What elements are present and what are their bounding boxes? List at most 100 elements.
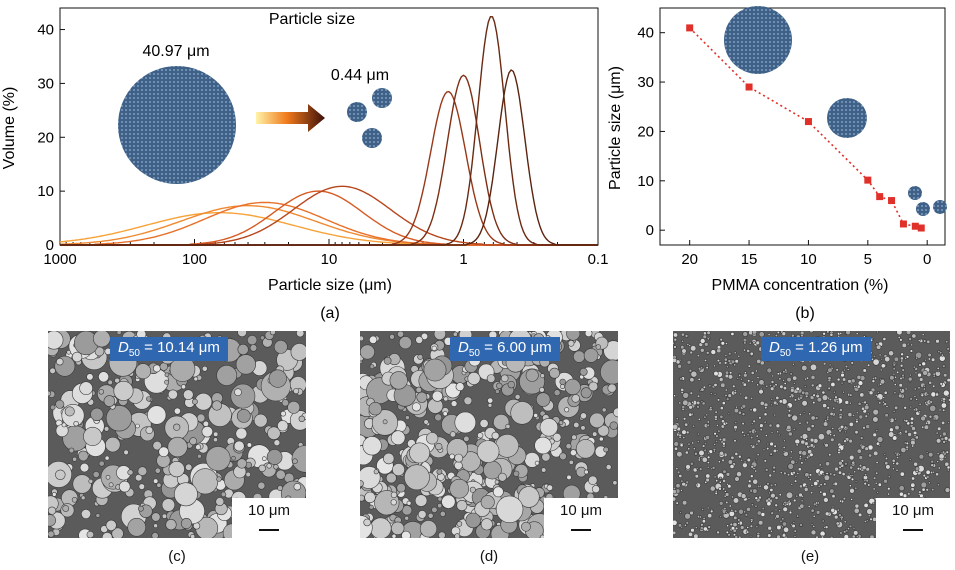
- sem-grain: [773, 483, 777, 487]
- sem-grain: [923, 424, 929, 430]
- sem-grain: [291, 445, 306, 473]
- sem-grain: [839, 531, 843, 535]
- sem-grain: [872, 416, 879, 423]
- sem-grain: [740, 458, 743, 462]
- sem-grain: [697, 456, 701, 460]
- sem-grain: [928, 380, 933, 385]
- sem-grain: [741, 430, 745, 434]
- sem-grain: [713, 393, 717, 396]
- sem-grain: [928, 451, 934, 458]
- sem-grain: [727, 484, 732, 489]
- sem-grain: [838, 470, 843, 475]
- sem-grain: [875, 471, 879, 475]
- sem-grain: [495, 495, 524, 524]
- sem-grain: [48, 506, 57, 515]
- sem-grain: [863, 481, 867, 486]
- sem-grain: [705, 365, 709, 370]
- sem-grain: [900, 352, 904, 357]
- sem-grain: [904, 357, 908, 360]
- sem-grain: [273, 439, 281, 446]
- sem-grain: [939, 382, 943, 386]
- sem-grain: [454, 533, 461, 538]
- sem-grain: [705, 413, 709, 417]
- sem-grain: [847, 527, 850, 531]
- sem-grain: [191, 398, 198, 405]
- sem-grain: [694, 452, 698, 456]
- sem-grain: [362, 436, 382, 456]
- sem-grain: [798, 492, 803, 498]
- sem-grain: [732, 522, 738, 528]
- sem-grain: [766, 482, 770, 486]
- sem-grain: [463, 435, 470, 442]
- sem-grain: [906, 342, 910, 346]
- sem-grain: [55, 469, 66, 481]
- sem-grain: [795, 461, 798, 464]
- sem-grain: [190, 534, 196, 538]
- sem-grain: [855, 418, 859, 421]
- sem-grain: [700, 366, 704, 370]
- sem-grain: [872, 432, 877, 438]
- sem-grain: [852, 527, 856, 530]
- sem-grain: [754, 430, 758, 434]
- sem-grain: [231, 455, 236, 461]
- series-line: [60, 190, 598, 246]
- sem-grain: [774, 495, 779, 500]
- sem-grain: [880, 357, 883, 361]
- sem-grain: [697, 432, 701, 436]
- sem-grain: [719, 337, 723, 342]
- sem-grain: [922, 370, 928, 376]
- sem-grain: [795, 443, 799, 447]
- sem-grain: [822, 362, 827, 366]
- sem-grain: [767, 497, 771, 501]
- sem-grain: [904, 387, 908, 391]
- sem-grain: [803, 487, 809, 492]
- sem-grain: [754, 496, 759, 500]
- sem-grain: [866, 412, 870, 416]
- sem-grain: [98, 460, 105, 467]
- sem-grain: [766, 501, 772, 507]
- sem-grain: [783, 439, 786, 443]
- sem-grain: [917, 372, 922, 378]
- sem-grain: [891, 458, 896, 463]
- sem-grain: [840, 381, 844, 385]
- sem-grain: [397, 331, 405, 338]
- sem-grain: [750, 422, 754, 426]
- sem-grain: [942, 431, 947, 437]
- sem-grain: [944, 461, 950, 467]
- sem-grain: [266, 449, 283, 465]
- sem-grain: [840, 372, 845, 378]
- sem-grain: [775, 423, 781, 429]
- sem-grain: [738, 535, 742, 538]
- small-particle-icon: [362, 128, 382, 148]
- sem-grain: [792, 362, 795, 366]
- sem-grain: [411, 402, 421, 412]
- sem-grain: [829, 535, 834, 538]
- sem-grain: [755, 442, 759, 446]
- sem-grain: [507, 380, 516, 389]
- sem-grain: [789, 372, 793, 376]
- sem-grain: [558, 420, 564, 425]
- sem-grain: [770, 398, 773, 401]
- sem-grain: [786, 473, 791, 477]
- sem-grain: [831, 494, 836, 499]
- sem-grain: [887, 475, 891, 479]
- sem-grain: [697, 417, 701, 421]
- chart-b-frame: [659, 7, 946, 246]
- sem-grain: [921, 333, 925, 337]
- sem-grain: [763, 459, 767, 463]
- sem-grain: [809, 437, 815, 443]
- sem-grain: [134, 474, 143, 482]
- sem-grain: [677, 363, 682, 369]
- sem-grain: [741, 421, 745, 426]
- sem-grain: [675, 483, 681, 489]
- sem-grain: [105, 405, 133, 432]
- sem-grain: [911, 426, 916, 431]
- sem-grain: [909, 420, 914, 425]
- sem-grain: [793, 382, 796, 385]
- sem-grain: [706, 420, 710, 424]
- sem-grain: [805, 438, 808, 441]
- sem-grain: [571, 394, 580, 403]
- sem-grain: [821, 390, 826, 395]
- sem-grain: [864, 446, 869, 451]
- sem-grain: [566, 331, 581, 341]
